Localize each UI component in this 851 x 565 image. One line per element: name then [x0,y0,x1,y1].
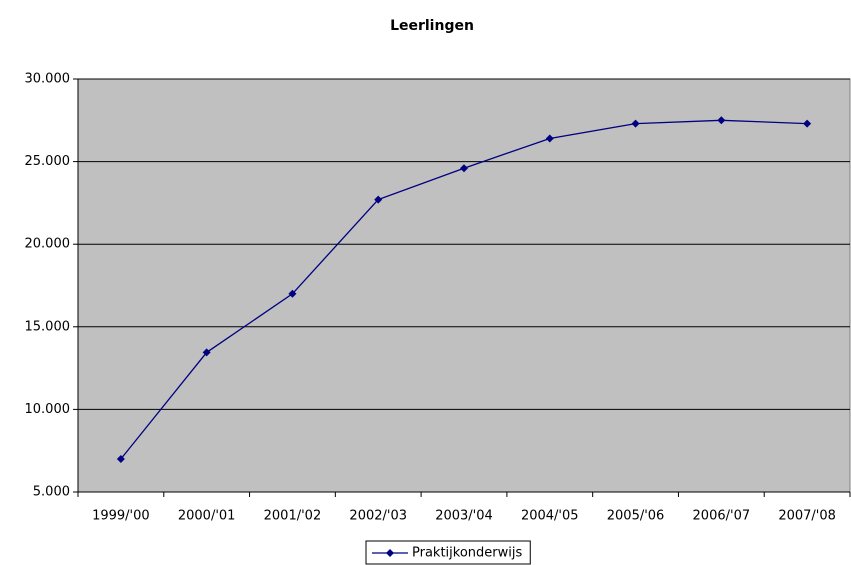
x-tick-label: 2003/'04 [435,509,493,524]
x-tick-label: 2001/'02 [264,509,322,524]
x-tick-label: 2005/'06 [607,509,665,524]
x-tick-label: 2007/'08 [778,509,836,524]
marker [374,195,383,204]
marker [631,119,640,128]
legend-marker [386,549,394,557]
y-tick-label: 20.000 [25,237,71,252]
y-tick-label: 5.000 [33,485,70,500]
x-tick-label: 2004/'05 [521,509,579,524]
x-tick-label: 2000/'01 [178,509,236,524]
marker [288,289,297,298]
x-tick-label: 2006/'07 [693,509,751,524]
marker [803,119,812,128]
marker [116,454,125,463]
chart-title: Leerlingen [390,18,474,34]
legend-label: Praktijkonderwijs [412,546,522,561]
marker [717,116,726,125]
marker [545,134,554,143]
marker [460,164,468,173]
legend-box [365,540,531,565]
y-tick-label: 25.000 [25,154,71,169]
y-tick-label: 10.000 [25,402,71,417]
x-tick-label: 2002/'03 [349,509,407,524]
legend: Praktijkonderwijs [365,540,531,565]
x-tick-label: 1999/'00 [92,509,150,524]
y-tick-label: 30.000 [25,72,71,87]
plot-area [77,78,851,493]
marker [202,348,211,357]
y-tick-label: 15.000 [25,319,71,334]
